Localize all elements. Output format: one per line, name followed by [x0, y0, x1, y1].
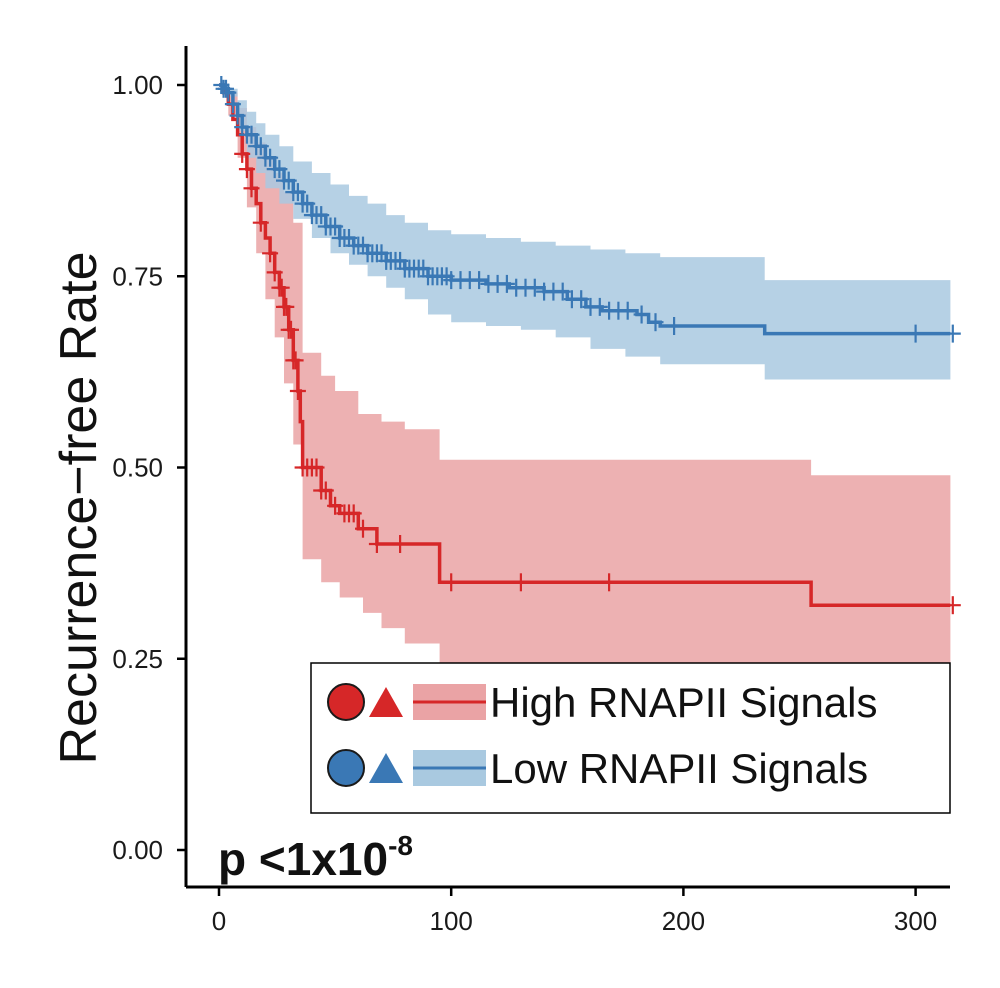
- y-ticks: 0.00 0.25 0.50 0.75 1.00: [112, 70, 186, 865]
- band-high: [219, 85, 951, 690]
- legend-low-circle-icon: [327, 749, 365, 787]
- legend-low-label: Low RNAPII Signals: [490, 745, 868, 792]
- x-tick-label: 0: [212, 906, 226, 936]
- y-tick-label: 1.00: [112, 70, 163, 100]
- y-tick-label: 0.50: [112, 453, 163, 483]
- legend: High RNAPII Signals Low RNAPII Signals: [310, 662, 951, 814]
- y-tick-label: 0.00: [112, 835, 163, 865]
- legend-item-high: High RNAPII Signals: [327, 679, 878, 726]
- legend-high-triangle-icon: [369, 687, 403, 717]
- axes: 0.00 0.25 0.50 0.75 1.00 0 100 200 300: [112, 46, 950, 936]
- legend-high-label: High RNAPII Signals: [490, 679, 878, 726]
- y-tick-label: 0.75: [112, 261, 163, 291]
- p-value-exponent: -8: [388, 830, 413, 861]
- confidence-bands: [219, 85, 951, 690]
- x-ticks: 0 100 200 300: [212, 887, 937, 936]
- band-low: [219, 85, 951, 380]
- p-value-annotation: p <1x10-8: [218, 830, 413, 885]
- x-tick-label: 200: [662, 906, 705, 936]
- y-tick-label: 0.25: [112, 644, 163, 674]
- censor-marks: [213, 76, 961, 615]
- x-tick-label: 300: [894, 906, 937, 936]
- p-value-prefix: p <1x10: [218, 833, 388, 885]
- legend-high-circle-icon: [327, 683, 365, 721]
- legend-item-low: Low RNAPII Signals: [327, 745, 868, 792]
- legend-low-triangle-icon: [369, 753, 403, 783]
- x-tick-label: 100: [430, 906, 473, 936]
- y-axis-label: Recurrence−free Rate: [50, 251, 108, 764]
